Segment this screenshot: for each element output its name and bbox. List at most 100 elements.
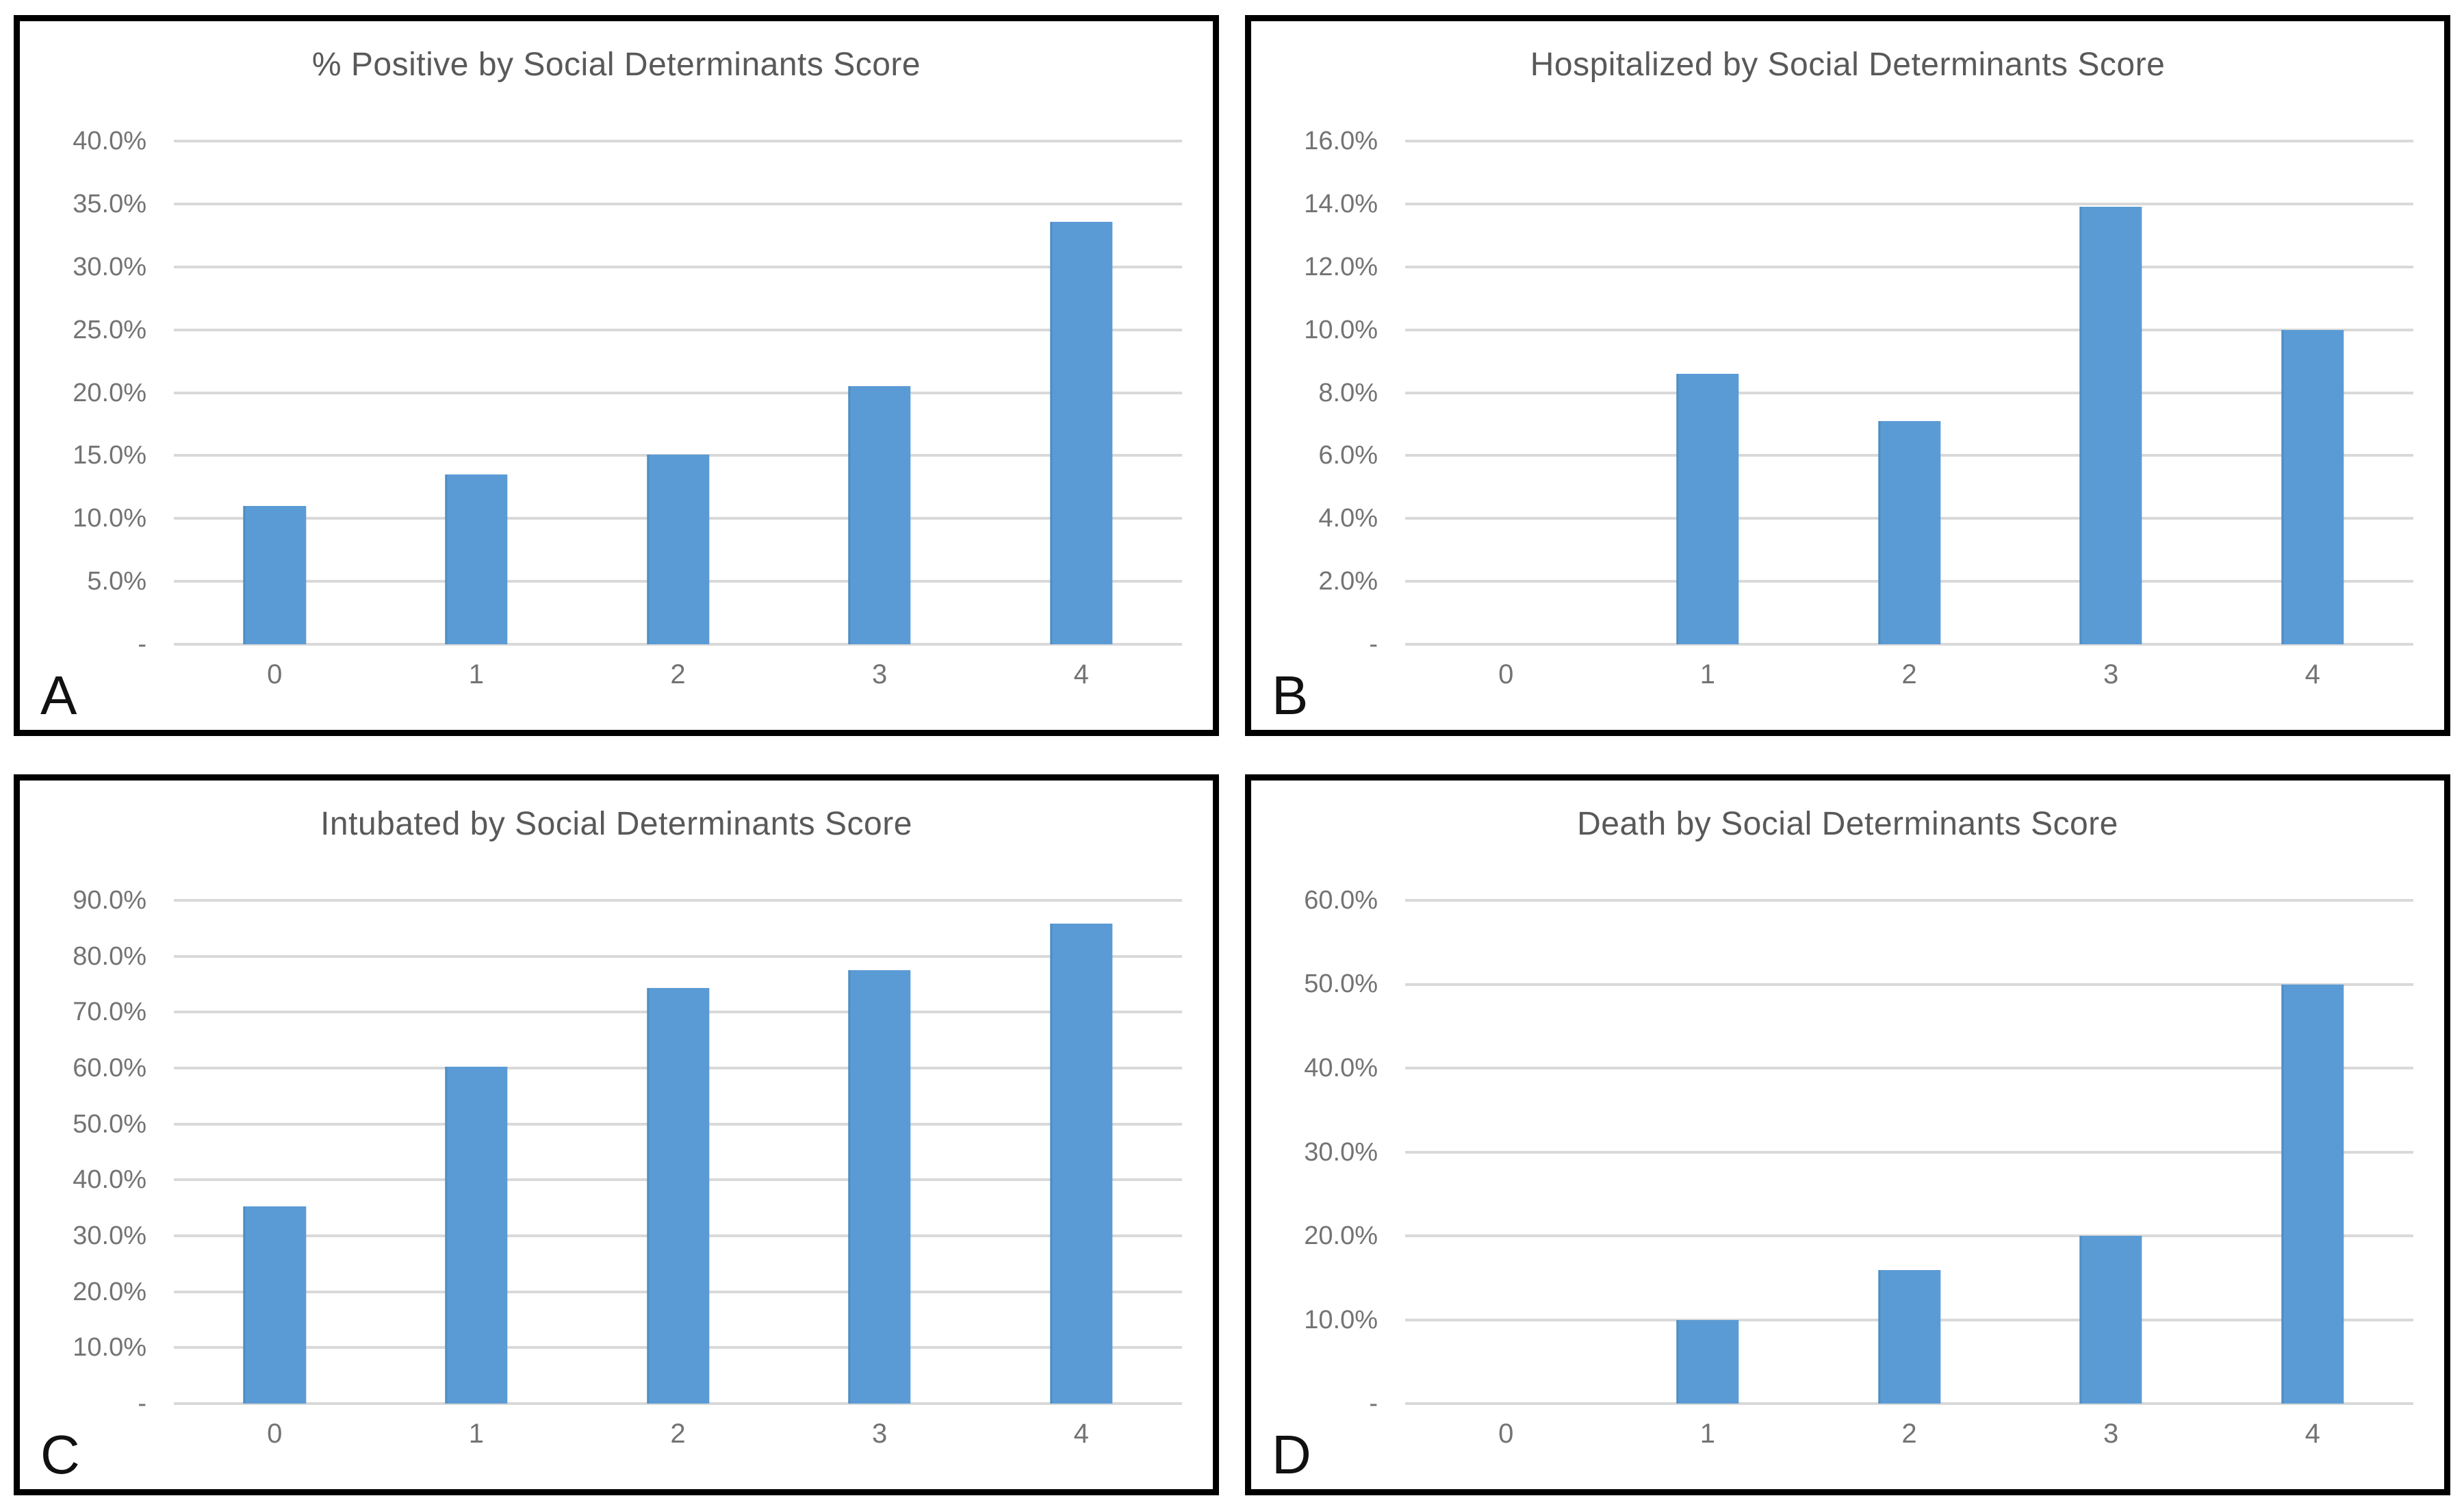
- gridline: [1405, 899, 2413, 902]
- gridline: [174, 328, 1182, 331]
- gridline: [1405, 391, 2413, 394]
- gridline: [1405, 1067, 2413, 1069]
- y-axis: 40.0% 35.0% 30.0% 25.0% 20.0% 15.0% 10.0% 5.0% -: [20, 127, 146, 659]
- y-tick-label: 20.0%: [73, 378, 146, 407]
- x-tick-label: 3: [871, 1419, 888, 1449]
- gridline: [1405, 643, 2413, 646]
- x-tick-label: 2: [670, 659, 686, 689]
- y-tick-label: 60.0%: [73, 1053, 146, 1082]
- plot-area: [174, 899, 1182, 1405]
- chart-panel-d: Death by Social Determinants Score 60.0%…: [1245, 774, 2450, 1495]
- y-tick-label: -: [138, 1389, 146, 1418]
- gridline: [1405, 1402, 2413, 1405]
- panel-letter: A: [40, 665, 77, 726]
- y-tick-label: 20.0%: [1304, 1221, 1378, 1250]
- gridline: [1405, 202, 2413, 205]
- y-tick-label: 6.0%: [1318, 441, 1378, 470]
- x-tick-label: 0: [1498, 659, 1514, 689]
- gridline: [174, 140, 1182, 142]
- x-axis: 0 1 2 3 4: [1405, 659, 2413, 707]
- y-tick-label: 14.0%: [1304, 189, 1378, 218]
- x-axis: 0 1 2 3 4: [174, 659, 1182, 707]
- bar-score-2: [646, 454, 710, 644]
- y-tick-label: 40.0%: [73, 1165, 146, 1195]
- x-axis: 0 1 2 3 4: [1405, 1419, 2413, 1467]
- y-tick-label: 10.0%: [73, 1333, 146, 1362]
- x-tick-label: 1: [1699, 1419, 1716, 1449]
- bar-score-1: [445, 474, 508, 644]
- gridline: [174, 391, 1182, 394]
- gridline: [1405, 982, 2413, 986]
- y-tick-label: 30.0%: [1304, 1137, 1378, 1167]
- y-tick-label: 40.0%: [1304, 1053, 1378, 1082]
- gridline: [174, 265, 1182, 268]
- panel-letter: C: [40, 1424, 80, 1485]
- y-tick-label: 70.0%: [73, 998, 146, 1027]
- bar-score-1: [445, 1066, 508, 1404]
- gridline: [174, 899, 1182, 902]
- gridline: [1405, 265, 2413, 268]
- y-tick-label: -: [138, 630, 146, 659]
- x-tick-label: 0: [1498, 1419, 1514, 1449]
- plot-area: [1405, 899, 2413, 1405]
- bar-score-3: [848, 386, 911, 644]
- bar-score-3: [2079, 207, 2142, 644]
- gridline: [1405, 328, 2413, 331]
- x-tick-label: 1: [468, 1419, 485, 1449]
- x-tick-label: 2: [1901, 659, 1917, 689]
- bar-score-1: [1676, 1319, 1739, 1404]
- y-tick-label: 8.0%: [1318, 378, 1378, 407]
- plot-area: [1405, 140, 2413, 646]
- y-tick-label: 50.0%: [1304, 969, 1378, 999]
- x-tick-label: 0: [267, 659, 283, 689]
- chart-title: Hospitalized by Social Determinants Scor…: [1530, 47, 2166, 83]
- bar-score-4: [2281, 329, 2344, 644]
- x-axis: 0 1 2 3 4: [174, 1419, 1182, 1467]
- y-tick-label: 5.0%: [87, 567, 146, 596]
- y-tick-label: 12.0%: [1304, 252, 1378, 281]
- y-axis: 16.0% 14.0% 12.0% 10.0% 8.0% 6.0% 4.0% 2.0% -: [1251, 127, 1378, 659]
- chart-title: % Positive by Social Determinants Score: [311, 47, 921, 83]
- y-axis: 60.0% 50.0% 40.0% 30.0% 20.0% 10.0% -: [1251, 886, 1378, 1418]
- chart-panel-b: Hospitalized by Social Determinants Scor…: [1245, 15, 2450, 736]
- y-tick-label: -: [1369, 1389, 1378, 1418]
- y-tick-label: 30.0%: [73, 1221, 146, 1250]
- bar-score-4: [2281, 984, 2344, 1404]
- y-tick-label: 15.0%: [73, 441, 146, 470]
- x-tick-label: 0: [267, 1419, 283, 1449]
- y-tick-label: 2.0%: [1318, 567, 1378, 596]
- bar-score-1: [1676, 373, 1739, 644]
- x-tick-label: 3: [2103, 1419, 2119, 1449]
- x-tick-label: 3: [2103, 659, 2119, 689]
- panel-letter: B: [1272, 665, 1309, 726]
- bar-score-2: [1877, 420, 1941, 644]
- x-tick-label: 2: [670, 1419, 686, 1449]
- y-tick-label: -: [1369, 630, 1378, 659]
- gridline: [174, 1402, 1182, 1405]
- y-tick-label: 30.0%: [73, 252, 146, 281]
- y-tick-label: 10.0%: [1304, 315, 1378, 344]
- y-tick-label: 20.0%: [73, 1277, 146, 1306]
- bar-score-2: [1877, 1270, 1941, 1404]
- bar-score-3: [848, 970, 911, 1404]
- x-tick-label: 4: [2305, 1419, 2320, 1449]
- plot-area: [174, 140, 1182, 646]
- y-tick-label: 35.0%: [73, 189, 146, 218]
- chart-title: Death by Social Determinants Score: [1577, 806, 2118, 842]
- bar-score-3: [2079, 1236, 2142, 1404]
- bar-score-0: [243, 1206, 306, 1404]
- x-tick-label: 4: [2305, 659, 2320, 689]
- gridline: [1405, 1234, 2413, 1237]
- gridline: [1405, 140, 2413, 142]
- y-tick-label: 60.0%: [1304, 886, 1378, 915]
- gridline: [174, 643, 1182, 646]
- y-tick-label: 4.0%: [1318, 504, 1378, 533]
- bar-score-0: [243, 505, 306, 644]
- gridline: [174, 954, 1182, 958]
- y-tick-label: 40.0%: [73, 127, 146, 155]
- x-tick-label: 1: [468, 659, 485, 689]
- panel-letter: D: [1272, 1424, 1311, 1485]
- chart-title: Intubated by Social Determinants Score: [320, 806, 912, 842]
- x-tick-label: 4: [1073, 659, 1089, 689]
